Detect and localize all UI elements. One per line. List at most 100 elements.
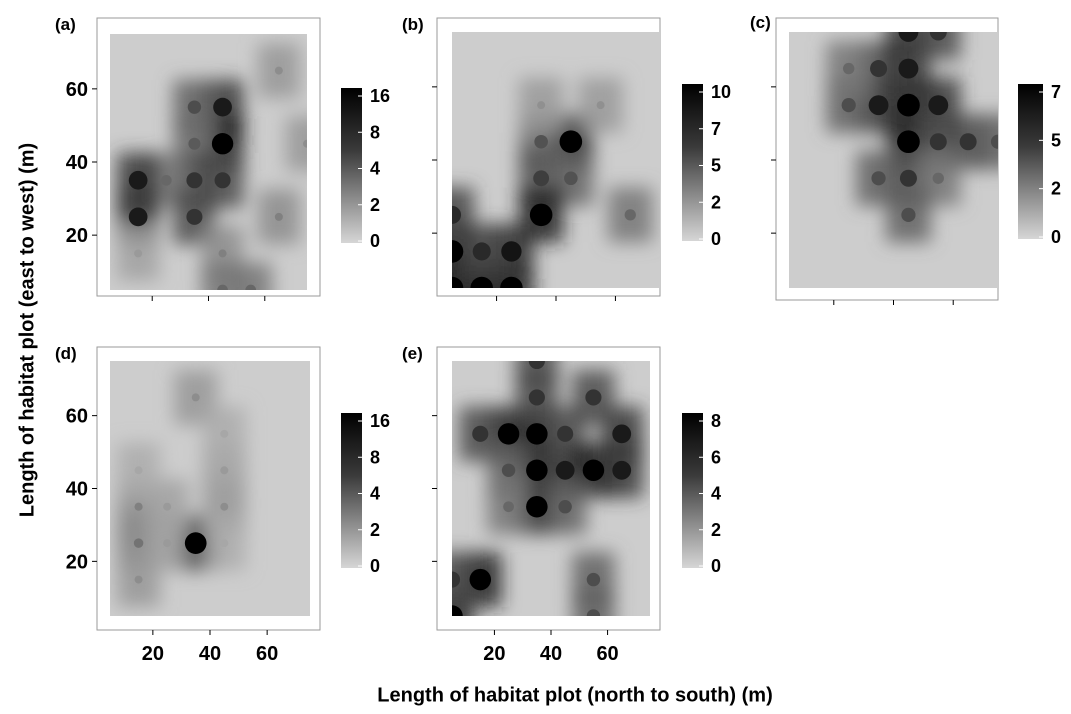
- heat-layer: [117, 370, 246, 607]
- colorbar-tick-label: 4: [711, 484, 721, 504]
- hotspot: [134, 575, 143, 584]
- hotspot: [932, 172, 944, 184]
- hotspot: [472, 425, 489, 442]
- colorbar-tick-label: 8: [370, 447, 380, 467]
- colorbar-tick-label: 2: [370, 195, 380, 215]
- x-tick-label: 40: [199, 643, 221, 665]
- hotspot: [128, 207, 148, 227]
- x-tick-label: 20: [483, 643, 505, 665]
- colorbar-tick-label: 5: [711, 156, 721, 176]
- hotspot: [163, 502, 172, 511]
- hotspot: [841, 98, 856, 113]
- hotspot: [582, 459, 605, 482]
- hotspot: [217, 284, 228, 290]
- hotspot: [990, 134, 998, 149]
- hotspot: [596, 101, 605, 110]
- hotspot: [528, 361, 545, 370]
- hotspot: [898, 32, 919, 42]
- colorbar-tick-label: 0: [1051, 227, 1061, 247]
- hotspot: [274, 212, 283, 221]
- hotspot: [533, 170, 550, 187]
- hotspot: [220, 466, 229, 475]
- x-axis-label: Length of habitat plot (north to south) …: [377, 684, 773, 707]
- hotspot: [501, 463, 516, 478]
- heat-cell: [452, 552, 474, 607]
- hotspot: [500, 276, 523, 288]
- colorbar-tick-label: 16: [370, 86, 390, 106]
- y-tick-label: 60: [66, 79, 88, 101]
- colorbar-tick-label: 16: [370, 411, 390, 431]
- hotspot: [220, 429, 229, 438]
- hotspot: [899, 169, 917, 187]
- panel-label: (c): [750, 13, 771, 32]
- y-tick-label: 40: [66, 479, 88, 501]
- hotspot: [218, 249, 227, 258]
- hotspot: [959, 133, 977, 151]
- panel-label: (b): [402, 15, 424, 34]
- hotspot: [452, 240, 464, 263]
- heat-cell: [975, 114, 998, 170]
- colorbar: [1018, 84, 1043, 239]
- hotspot: [188, 137, 201, 150]
- hotspot: [186, 172, 203, 189]
- hotspot: [452, 205, 462, 224]
- hotspot: [134, 249, 143, 258]
- hotspot: [186, 208, 203, 225]
- colorbar-tick-label: 10: [711, 82, 731, 102]
- heat-layer: [452, 361, 643, 616]
- colorbar: [682, 84, 703, 241]
- colorbar-tick-label: 2: [711, 520, 721, 540]
- hotspot: [134, 502, 143, 511]
- hotspot: [160, 174, 172, 186]
- hotspot: [472, 242, 491, 261]
- panel-b: (b) 10 7 5 2 0: [402, 15, 731, 301]
- x-tick-label: 20: [142, 643, 164, 665]
- hotspot: [220, 539, 229, 548]
- colorbar: [341, 88, 362, 243]
- hotspot: [868, 95, 889, 116]
- heat-layer: [452, 77, 653, 288]
- hotspot: [211, 133, 234, 155]
- hotspot: [184, 532, 207, 555]
- heat-cell: [452, 187, 475, 243]
- hotspot: [558, 499, 572, 514]
- colorbar: [682, 413, 703, 568]
- hotspot: [470, 276, 494, 288]
- colorbar-tick-label: 2: [711, 192, 721, 212]
- hotspot: [274, 66, 283, 75]
- hotspot: [901, 207, 916, 222]
- panel-label: (e): [402, 344, 423, 363]
- hotspot: [555, 460, 575, 480]
- hotspot: [564, 171, 578, 186]
- heat-layer: [117, 43, 307, 290]
- colorbar: [341, 413, 362, 568]
- hotspot: [929, 32, 947, 41]
- hotspot: [497, 423, 520, 445]
- hotspot: [133, 538, 144, 548]
- x-tick-label: 60: [596, 643, 618, 665]
- hotspot: [526, 423, 548, 445]
- colorbar-tick-label: 7: [711, 119, 721, 139]
- hotspot: [559, 130, 583, 154]
- hotspot: [929, 133, 947, 151]
- hotspot: [586, 609, 601, 616]
- x-tick-label: 60: [256, 643, 278, 665]
- y-tick-label: 20: [66, 225, 88, 247]
- hotspot: [612, 424, 632, 444]
- hotspot: [469, 568, 492, 591]
- hotspot: [612, 460, 632, 480]
- y-axis-label: Length of habitat plot (east to west) (m…: [16, 142, 39, 518]
- panel-label: (a): [55, 15, 76, 34]
- colorbar-tick-label: 5: [1051, 130, 1061, 150]
- hotspot: [928, 95, 949, 116]
- hotspot: [871, 171, 886, 186]
- heat-cell: [285, 116, 307, 172]
- hotspot: [897, 93, 920, 117]
- hotspot: [557, 425, 574, 442]
- hotspot: [624, 209, 636, 221]
